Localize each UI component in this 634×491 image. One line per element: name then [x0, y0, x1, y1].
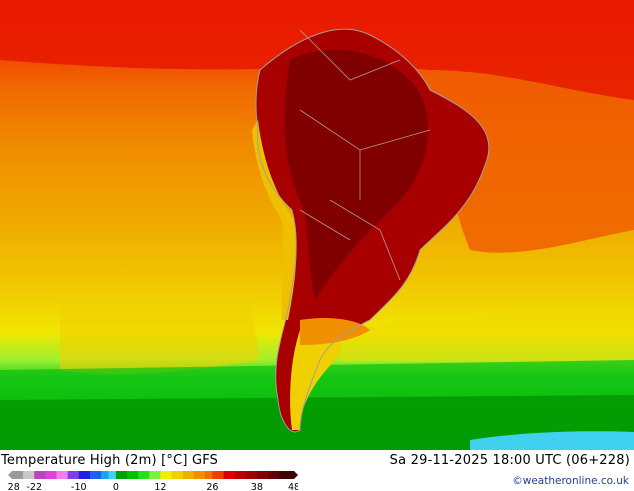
legend-swatch	[268, 471, 280, 479]
south-atlantic-yellow	[340, 310, 634, 363]
legend-swatch	[223, 471, 235, 479]
east-atlantic-warm-band	[430, 75, 634, 253]
legend-tick-label: 38	[251, 482, 263, 491]
legend-swatch	[212, 471, 224, 479]
legend-tick-label: -22	[26, 482, 42, 491]
legend-swatch	[279, 471, 295, 479]
legend-tick-label: 12	[154, 482, 166, 491]
legend-swatch	[78, 471, 91, 479]
interior-hotspot	[284, 49, 429, 300]
legend-swatch	[34, 471, 46, 479]
legend-swatch	[108, 471, 117, 479]
temperature-map	[0, 0, 634, 450]
valid-time: Sa 29-11-2025 18:00 UTC (06+228)	[389, 453, 630, 468]
map-title: Temperature High (2m) [°C] GFS	[1, 453, 219, 468]
legend-swatch	[56, 471, 68, 479]
legend-arrow-high	[294, 471, 298, 479]
legend-tick-label: -28	[8, 482, 20, 491]
legend-swatch	[127, 471, 139, 479]
legend-swatch	[67, 471, 80, 479]
andes-yellow	[252, 120, 297, 320]
legend-swatch	[12, 471, 24, 479]
legend-swatch	[45, 471, 57, 479]
legend-swatch	[89, 471, 102, 479]
legend-tick-label: 48	[288, 482, 298, 491]
legend-swatch	[160, 471, 172, 479]
patagonia-orange	[300, 318, 370, 345]
legend-swatch	[245, 471, 258, 479]
southern-ocean-darkgreen	[0, 395, 634, 450]
legend-swatch	[149, 471, 161, 479]
footer-bar: Temperature High (2m) [°C] GFS Sa 29-11-…	[0, 450, 634, 490]
legend-arrow-low	[8, 471, 12, 479]
legend-swatch	[256, 471, 269, 479]
color-legend: -28 -22 -10 0 12 26 38 48	[8, 471, 298, 491]
pacific-yellow-tongue	[60, 295, 260, 375]
legend-swatch	[101, 471, 109, 479]
legend-tick-label: 0	[113, 482, 119, 491]
legend-swatch	[193, 471, 206, 479]
legend-swatch	[234, 471, 247, 479]
legend-swatch	[115, 471, 128, 479]
legend-swatch	[171, 471, 183, 479]
legend-swatch	[23, 471, 35, 479]
legend-swatch	[138, 471, 150, 479]
legend-swatch	[204, 471, 213, 479]
antarctic-cyan	[470, 431, 634, 450]
legend-tick-label: -10	[71, 482, 87, 491]
coastline	[255, 28, 490, 433]
country-borders	[299, 29, 431, 281]
legend-tick-label: 26	[206, 482, 218, 491]
legend-swatch	[182, 471, 195, 479]
patagonia-yellow	[290, 329, 341, 430]
site-credit[interactable]: ©weatheronline.co.uk	[512, 475, 629, 487]
